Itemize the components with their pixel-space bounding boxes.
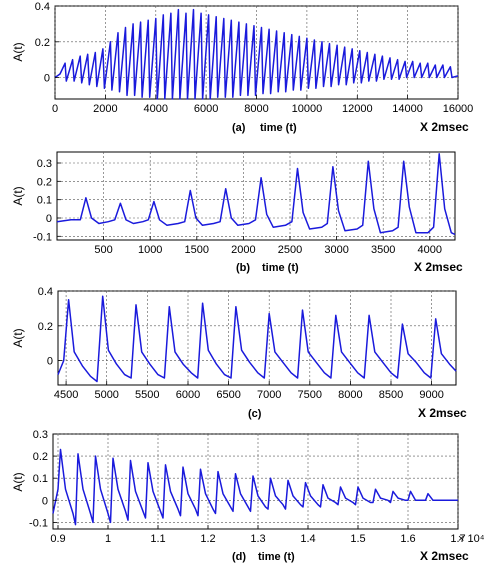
- panel-b-x-tick-label: 4000: [418, 244, 442, 256]
- panel-c-x-tick-label: 9000: [419, 389, 443, 401]
- panel-d-x-tick-label: 1.7: [450, 533, 465, 545]
- panel-d-y-tick-label: 0: [42, 495, 48, 507]
- panel-b-x-ticks: 500 1000 1500 2000 2500 3000 3500 4000: [94, 236, 442, 256]
- panel-d-y-tick-label: 0.3: [33, 429, 48, 441]
- panel-c-y-ticks: 0 0.2 0.4: [38, 286, 62, 368]
- panel-a-unit-note: X 2msec: [420, 120, 469, 134]
- panel-b-y-tick-label: 0.1: [37, 195, 52, 207]
- panel-c-x-tick-label: 5000: [94, 389, 118, 401]
- panel-c-x-tick-label: 4500: [54, 389, 78, 401]
- panel-a-x-tick-label: 4000: [144, 103, 168, 115]
- panel-d-x-tick-label: 0.9: [50, 533, 65, 545]
- panel-d-x-tick-label: 1.6: [400, 533, 415, 545]
- panel-c-x-tick-label: 7000: [257, 389, 281, 401]
- panel-c-y-tick-label: 0.4: [38, 286, 53, 298]
- panel-c-x-tick-label: 8000: [338, 389, 362, 401]
- panel-b-y-tick-label: 0: [46, 213, 52, 225]
- panel-b-y-axis-label: A(t): [11, 186, 25, 205]
- panel-d-x-tick-label: 1.4: [300, 533, 315, 545]
- panel-d-x-tick-label: 1: [105, 533, 111, 545]
- panel-c-y-tick-label: 0: [47, 356, 53, 368]
- panel-d-frame: [52, 433, 459, 530]
- panel-a-y-ticks: 0 0.2 0.4: [35, 1, 59, 85]
- panel-b-x-axis-label: time (t): [262, 262, 299, 274]
- panel-d-y-ticks: -0.1 0 0.1 0.2 0.3: [29, 429, 57, 529]
- panel-d-caption-letter: (d): [232, 551, 246, 563]
- panel-b-y-tick-label: -0.1: [33, 231, 52, 243]
- panel-c-x-tick-label: 5500: [135, 389, 159, 401]
- panel-b-caption-letter: (b): [236, 262, 250, 274]
- panel-a-x-tick-label: 6000: [194, 103, 218, 115]
- panel-a-y-tick-label: 0.4: [35, 1, 50, 13]
- panel-d-unit-note: X 2msec: [420, 549, 469, 563]
- panel-c-x-tick-label: 8500: [379, 389, 403, 401]
- panel-b: 500 1000 1500 2000 2500 3000 3500 4000 -0.1 0 0.1…: [11, 151, 463, 274]
- panel-c-trace: [57, 295, 457, 383]
- panel-d: 0.9 1 1.1 1.2 1.3 1.4 1.5 1.6 1.7 -0.1 0 0.1 0.2 0.3…: [11, 429, 485, 563]
- panel-a-x-tick-label: 8000: [244, 103, 268, 115]
- panel-c-frame: [57, 290, 457, 386]
- panel-d-x-tick-label: 1.3: [250, 533, 265, 545]
- panel-d-x-ticks: 0.9 1 1.1 1.2 1.3 1.4 1.5 1.6 1.7: [50, 525, 466, 545]
- panel-a-x-tick-label: 16000: [443, 103, 474, 115]
- panel-c-caption-letter: (c): [248, 408, 262, 420]
- panel-d-x-axis-label: time (t): [258, 551, 295, 563]
- panel-a-x-axis-label: time (t): [260, 122, 297, 134]
- panel-b-x-tick-label: 2000: [231, 244, 255, 256]
- panel-a: 0 2000 4000 6000 8000 10000 12000 14000 16000 00…: [11, 1, 473, 134]
- panel-b-x-tick-label: 2500: [278, 244, 302, 256]
- panel-d-x-tick-label: 1.5: [350, 533, 365, 545]
- panel-a-x-tick-label: 10000: [292, 103, 323, 115]
- panel-b-x-tick-label: 1500: [185, 244, 209, 256]
- panel-a-trace: [54, 8, 459, 100]
- panel-b-unit-note: X 2msec: [414, 260, 463, 274]
- panel-c-x-tick-label: 6500: [216, 389, 240, 401]
- panel-b-frame: [56, 151, 456, 241]
- panel-a-x-tick-label: 2000: [93, 103, 117, 115]
- panel-d-x-multiplier: × 10⁴: [458, 533, 485, 545]
- panel-b-x-tick-label: 3000: [324, 244, 348, 256]
- panel-b-trace: [56, 153, 456, 236]
- panel-b-x-tick-label: 500: [94, 244, 112, 256]
- panel-a-y-tick-label: 0.2: [35, 37, 50, 49]
- panel-a-y-axis-label: A(t): [11, 42, 25, 61]
- panel-c-x-ticks: 4500 5000 5500 6000 6500 7000 7500 8000 8500 9000: [54, 381, 444, 401]
- panel-d-y-tick-label: 0.2: [33, 451, 48, 463]
- panel-c-y-tick-label: 0.2: [38, 321, 53, 333]
- panel-c-y-axis-label: A(t): [11, 328, 25, 347]
- panel-d-x-tick-label: 1.2: [200, 533, 215, 545]
- panel-c-x-tick-label: 7500: [298, 389, 322, 401]
- panel-d-x-tick-label: 1.1: [150, 533, 165, 545]
- panel-d-y-tick-label: -0.1: [29, 517, 48, 529]
- panel-a-y-tick-label: 0: [44, 73, 50, 85]
- panel-a-x-tick-label: 14000: [392, 103, 423, 115]
- panel-b-y-tick-label: 0.2: [37, 176, 52, 188]
- panel-d-y-tick-label: 0.1: [33, 473, 48, 485]
- panel-b-x-tick-label: 1000: [138, 244, 162, 256]
- panel-d-y-axis-label: A(t): [11, 472, 25, 491]
- panel-b-x-tick-label: 3500: [371, 244, 395, 256]
- panel-a-x-tick-label: 12000: [342, 103, 373, 115]
- panel-a-caption-letter: (a): [232, 122, 246, 134]
- panel-a-x-tick-label: 0: [52, 103, 58, 115]
- panel-d-trace: [52, 448, 458, 526]
- panel-a-x-ticks: 0 2000 4000 6000 8000 10000 12000 14000 16000: [52, 95, 473, 115]
- panel-b-y-ticks: -0.1 0 0.1 0.2 0.3: [33, 158, 61, 243]
- panel-b-y-tick-label: 0.3: [37, 158, 52, 170]
- panel-c-unit-note: X 2msec: [418, 406, 467, 420]
- panel-c: 4500 5000 5500 6000 6500 7000 7500 8000 8500 9000…: [11, 286, 467, 420]
- panel-c-x-tick-label: 6000: [176, 389, 200, 401]
